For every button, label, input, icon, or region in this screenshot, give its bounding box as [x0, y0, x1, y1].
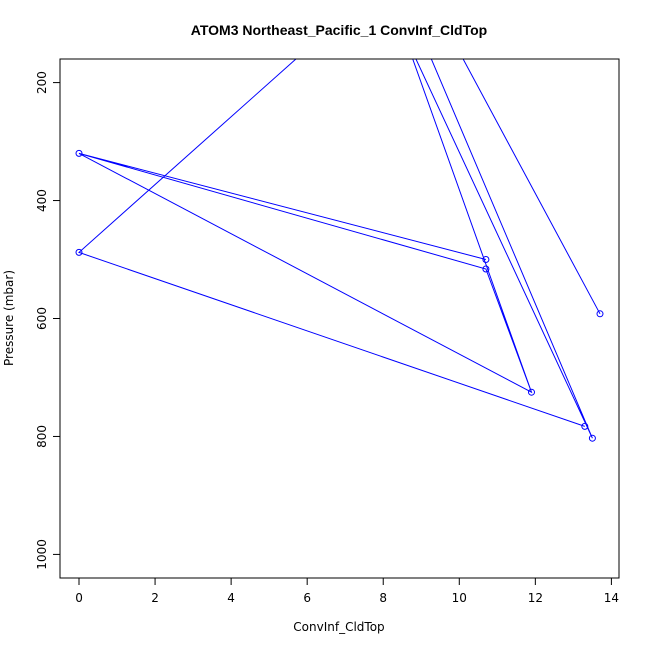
y-tick-label: 200 [35, 71, 49, 94]
x-tick-label: 6 [303, 591, 311, 605]
data-point [482, 265, 490, 273]
x-tick-label: 0 [75, 591, 83, 605]
x-axis-label: ConvInf_CldTop [293, 620, 384, 634]
x-tick-label: 4 [227, 591, 235, 605]
x-tick-label: 14 [604, 591, 619, 605]
chart-title: ATOM3 Northeast_Pacific_1 ConvInf_CldTop [191, 22, 487, 38]
y-tick-label: 800 [35, 425, 49, 448]
y-axis-label: Pressure (mbar) [2, 270, 16, 366]
data-point [588, 434, 596, 442]
x-tick-label: 10 [452, 591, 467, 605]
x-tick-label: 12 [528, 591, 543, 605]
marker-layer [75, 149, 604, 442]
data-point [482, 256, 490, 263]
y-axis: 200 400 600 800 1000 [35, 71, 61, 570]
data-point [528, 388, 535, 396]
y-tick-label: 400 [35, 189, 49, 212]
x-axis: 0 2 4 6 8 10 12 14 [75, 577, 619, 605]
data-point [75, 149, 83, 157]
plot-frame [59, 58, 620, 579]
series-layer [78, 59, 601, 439]
data-point [596, 310, 604, 318]
y-tick-label: 600 [35, 307, 49, 330]
x-tick-label: 8 [379, 591, 387, 605]
x-tick-label: 2 [151, 591, 159, 605]
y-tick-label: 1000 [35, 539, 49, 570]
data-point [75, 248, 83, 256]
data-point [581, 422, 589, 430]
series-line-0 [78, 59, 601, 439]
